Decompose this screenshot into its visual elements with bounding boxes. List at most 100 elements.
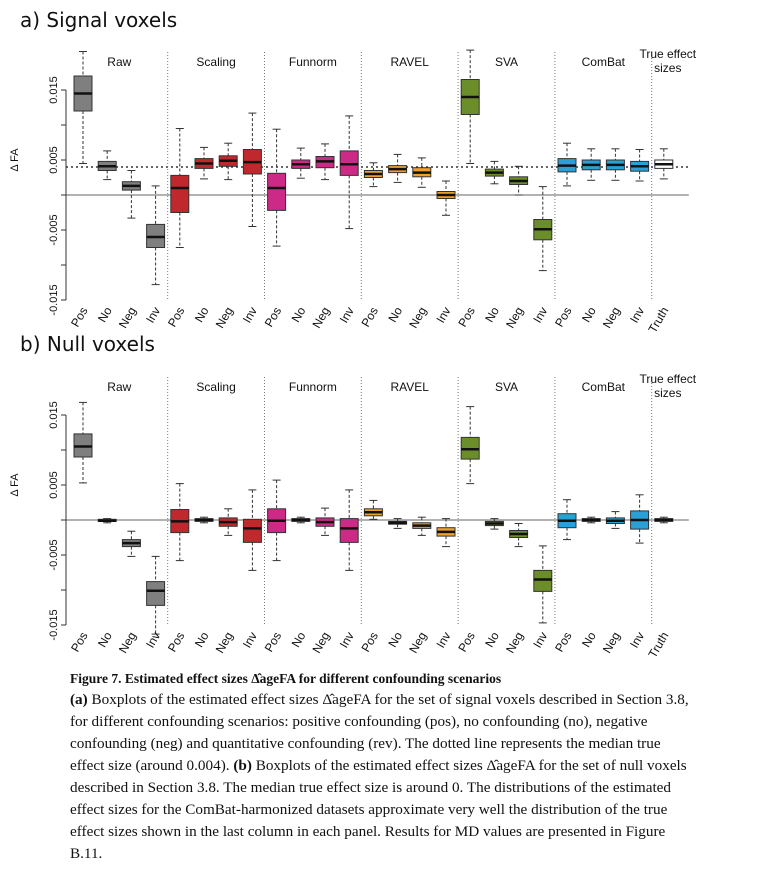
box-scaling-inv	[242, 489, 262, 571]
x-category-label: Inv	[143, 630, 163, 651]
x-category-label: No	[385, 304, 405, 325]
box-raw-no	[97, 150, 117, 181]
y-axis-label: Δ FA	[9, 473, 21, 497]
group-label: SVA	[495, 55, 518, 69]
chart-null-voxels: -0.015 -0.005 0.005 0.015 Δ FA Raw Scaling Funn…	[9, 372, 697, 660]
x-category-label: No	[289, 304, 309, 325]
group-label: Raw	[107, 380, 131, 394]
box-scaling-neg	[218, 142, 238, 181]
chart-signal-voxels: -0.015 -0.005 0.005 0.015 Δ FA Raw Scaling Funn…	[9, 47, 697, 335]
x-category-label: Inv	[433, 305, 453, 326]
group-label: ComBat	[582, 380, 626, 394]
x-category-label: No	[95, 629, 115, 650]
box-raw-neg	[121, 170, 141, 219]
group-label: True effect	[639, 372, 696, 386]
x-category-label: Neg	[116, 630, 139, 656]
box-combat-neg	[605, 511, 625, 529]
x-category-label: Inv	[530, 305, 550, 326]
box-funnorm-no	[291, 516, 311, 524]
x-category-label: No	[192, 629, 212, 650]
box-ravel-pos	[363, 499, 383, 520]
box-ravel-pos	[363, 162, 383, 188]
x-category-label: Inv	[627, 630, 647, 651]
y-tick-label: -0.015	[48, 609, 60, 640]
box-ravel-no	[388, 153, 408, 183]
box-sva-pos	[460, 49, 480, 164]
figure-caption: Figure 7. Estimated effect sizes Δ̂ageFA…	[70, 669, 690, 865]
x-category-label: Pos	[359, 630, 381, 655]
box-scaling-no	[194, 516, 214, 524]
group-label: Funnorm	[289, 55, 337, 69]
x-category-label: Inv	[337, 630, 357, 651]
x-category-label: Inv	[143, 305, 163, 326]
box-combat-inv	[630, 494, 650, 544]
caption-part-a-text: Boxplots of the estimated effect sizes Δ…	[70, 691, 689, 774]
box-sva-neg	[509, 523, 529, 548]
caption-part-b-text: Boxplots of the estimated effect sizes Δ…	[70, 757, 687, 862]
y-tick-label: -0.005	[48, 214, 60, 245]
caption-part-b-label: (b)	[233, 757, 252, 774]
x-category-label: Inv	[240, 305, 260, 326]
box-ravel-inv	[436, 180, 456, 216]
box-raw-neg	[121, 530, 141, 557]
x-category-label: Neg	[309, 630, 332, 656]
box-scaling-no	[194, 146, 214, 180]
x-category-label: No	[482, 629, 502, 650]
group-label: Funnorm	[289, 380, 337, 394]
box-funnorm-inv	[339, 489, 359, 571]
x-category-label: Inv	[627, 305, 647, 326]
x-category-label: No	[579, 304, 599, 325]
y-tick-label: 0.015	[48, 401, 60, 429]
x-category-label: Pos	[262, 630, 284, 655]
panel-a-title: a) Signal voxels	[20, 8, 178, 32]
box-combat-neg	[605, 148, 625, 181]
group-label: RAVEL	[390, 380, 429, 394]
box-combat-no	[581, 148, 601, 181]
x-category-label: Pos	[68, 630, 90, 655]
y-axis-label: Δ FA	[9, 148, 21, 172]
box-sva-neg	[509, 165, 529, 196]
box-funnorm-neg	[315, 143, 335, 181]
x-category-label: Neg	[406, 630, 429, 656]
x-category-label: No	[289, 629, 309, 650]
group-label: True effect	[639, 47, 696, 61]
x-category-label: Neg	[600, 630, 623, 656]
box-funnorm-neg	[315, 507, 335, 536]
box-funnorm-inv	[339, 115, 359, 230]
box-raw-inv	[146, 555, 166, 635]
x-category-label: Pos	[165, 630, 187, 655]
box-sva-pos	[460, 406, 480, 485]
caption-title: Figure 7. Estimated effect sizes Δ̂ageFA…	[70, 671, 502, 686]
group-label: sizes	[654, 61, 681, 75]
y-tick-label: -0.015	[48, 284, 60, 315]
y-tick-label: -0.005	[48, 539, 60, 570]
y-tick-label: 0.005	[48, 471, 60, 499]
x-category-label: Inv	[240, 630, 260, 651]
box-raw-pos	[73, 51, 93, 164]
box-true-effect-sizes-truth	[654, 516, 674, 524]
x-category-label: Inv	[433, 630, 453, 651]
group-label: Scaling	[196, 55, 235, 69]
x-category-label: No	[192, 304, 212, 325]
caption-part-a-label: (a)	[70, 691, 88, 708]
panel-b-title: b) Null voxels	[20, 332, 155, 356]
x-category-label: Pos	[455, 630, 477, 655]
box-true-effect-sizes-truth	[654, 148, 674, 180]
x-category-label: Pos	[552, 630, 574, 655]
box-sva-no	[484, 160, 504, 185]
box-sva-no	[484, 518, 504, 530]
box-sva-inv	[533, 186, 553, 272]
group-label: Scaling	[196, 380, 235, 394]
box-scaling-inv	[242, 112, 262, 227]
box-raw-no	[97, 518, 117, 524]
box-body	[533, 569, 553, 592]
group-label: RAVEL	[390, 55, 429, 69]
group-label: SVA	[495, 380, 518, 394]
y-tick-label: 0.005	[48, 146, 60, 174]
box-ravel-neg	[412, 157, 432, 188]
box-body	[267, 172, 287, 211]
box-body	[170, 174, 190, 213]
box-ravel-inv	[436, 518, 456, 548]
x-category-label: Inv	[530, 630, 550, 651]
group-label: ComBat	[582, 55, 626, 69]
